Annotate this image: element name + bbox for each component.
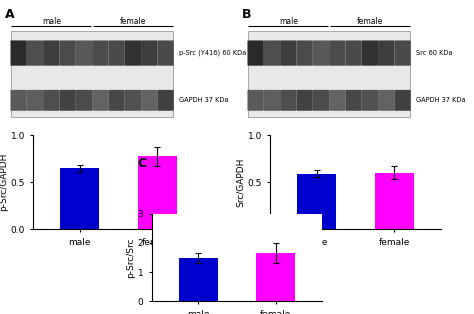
FancyBboxPatch shape — [27, 41, 43, 66]
FancyBboxPatch shape — [109, 41, 125, 66]
FancyBboxPatch shape — [313, 90, 329, 111]
FancyBboxPatch shape — [378, 90, 394, 111]
FancyBboxPatch shape — [157, 90, 173, 111]
FancyBboxPatch shape — [346, 90, 362, 111]
Bar — [297, 174, 336, 229]
Text: B: B — [242, 8, 251, 21]
FancyBboxPatch shape — [141, 41, 157, 66]
Bar — [256, 253, 295, 301]
FancyBboxPatch shape — [394, 41, 410, 66]
FancyBboxPatch shape — [157, 41, 173, 66]
Text: GAPDH 37 KDa: GAPDH 37 KDa — [416, 97, 465, 103]
Y-axis label: Src/GAPDH: Src/GAPDH — [236, 157, 245, 207]
Bar — [179, 258, 218, 301]
FancyBboxPatch shape — [362, 41, 378, 66]
Bar — [60, 168, 99, 229]
FancyBboxPatch shape — [92, 90, 109, 111]
FancyBboxPatch shape — [280, 90, 296, 111]
FancyBboxPatch shape — [329, 90, 346, 111]
Text: male: male — [42, 17, 61, 26]
FancyBboxPatch shape — [109, 90, 125, 111]
Text: female: female — [120, 17, 146, 26]
Text: GAPDH 37 KDa: GAPDH 37 KDa — [179, 97, 228, 103]
FancyBboxPatch shape — [10, 90, 27, 111]
FancyBboxPatch shape — [92, 41, 109, 66]
Y-axis label: p-Src/Src: p-Src/Src — [126, 237, 135, 278]
Y-axis label: p-Src/GAPDH: p-Src/GAPDH — [0, 153, 8, 211]
Bar — [375, 173, 414, 229]
FancyBboxPatch shape — [125, 90, 141, 111]
FancyBboxPatch shape — [43, 90, 59, 111]
Text: Src 60 KDa: Src 60 KDa — [416, 50, 452, 56]
FancyBboxPatch shape — [378, 41, 394, 66]
FancyBboxPatch shape — [313, 41, 329, 66]
FancyBboxPatch shape — [27, 90, 43, 111]
FancyBboxPatch shape — [43, 41, 59, 66]
FancyBboxPatch shape — [59, 41, 76, 66]
FancyBboxPatch shape — [264, 90, 280, 111]
Text: C: C — [137, 157, 146, 170]
Bar — [11, 31, 173, 117]
Text: A: A — [5, 8, 14, 21]
Bar — [248, 31, 410, 117]
FancyBboxPatch shape — [362, 90, 378, 111]
Text: female: female — [357, 17, 383, 26]
FancyBboxPatch shape — [280, 41, 296, 66]
Text: p-Src (Y416) 60 KDa: p-Src (Y416) 60 KDa — [179, 50, 246, 56]
FancyBboxPatch shape — [125, 41, 141, 66]
FancyBboxPatch shape — [76, 90, 92, 111]
FancyBboxPatch shape — [59, 90, 76, 111]
FancyBboxPatch shape — [264, 41, 280, 66]
FancyBboxPatch shape — [346, 41, 362, 66]
FancyBboxPatch shape — [141, 90, 157, 111]
FancyBboxPatch shape — [394, 90, 410, 111]
FancyBboxPatch shape — [247, 90, 264, 111]
Bar — [138, 156, 177, 229]
FancyBboxPatch shape — [296, 41, 313, 66]
FancyBboxPatch shape — [296, 90, 313, 111]
FancyBboxPatch shape — [247, 41, 264, 66]
FancyBboxPatch shape — [10, 41, 27, 66]
Text: male: male — [279, 17, 298, 26]
FancyBboxPatch shape — [329, 41, 346, 66]
FancyBboxPatch shape — [76, 41, 92, 66]
